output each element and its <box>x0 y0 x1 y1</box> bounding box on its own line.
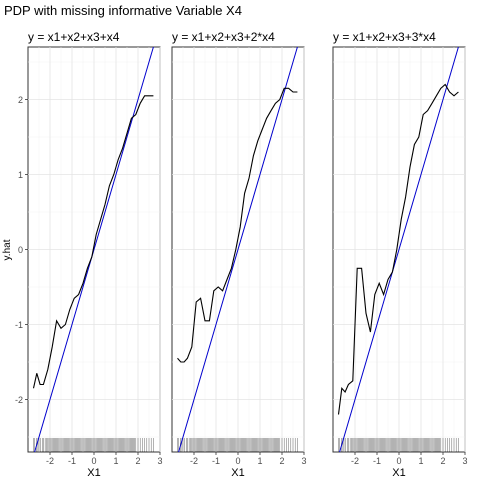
x-axis-label: X1 <box>87 467 100 479</box>
x-tick-label: 0 <box>91 456 96 466</box>
panel-3: y = x1+x2+x3+3*x4 -2 -1 0 1 2 3 X1 <box>311 0 480 480</box>
x-tick-label: -2 <box>46 456 54 466</box>
x-tick-label: 0 <box>396 456 401 466</box>
figure-title: PDP with missing informative Variable X4 <box>4 3 242 18</box>
x-axis-label: X1 <box>392 467 405 479</box>
y-tick-label: 1 <box>18 170 23 180</box>
y-tick-label: 0 <box>18 245 23 255</box>
x-tick-label: -1 <box>212 456 220 466</box>
x-tick-label: 0 <box>235 456 240 466</box>
x-tick-label: 1 <box>113 456 118 466</box>
x-tick-label: -2 <box>351 456 359 466</box>
panel-title: y = x1+x2+x3+3*x4 <box>333 30 436 44</box>
x-tick-label: 3 <box>301 456 306 466</box>
x-tick-label: 2 <box>279 456 284 466</box>
x-tick-label: -1 <box>68 456 76 466</box>
panel-title: y = x1+x2+x3+2*x4 <box>172 30 275 44</box>
panel-title: y = x1+x2+x3+x4 <box>28 30 120 44</box>
panel-2: y = x1+x2+x3+2*x4 -2 -1 0 1 2 3 X1 <box>150 0 326 480</box>
x-tick-label: 1 <box>257 456 262 466</box>
x-tick-label: 3 <box>157 456 162 466</box>
y-tick-label: -2 <box>15 395 23 405</box>
y-axis-label: y.hat <box>2 239 13 260</box>
x-tick-label: 3 <box>462 456 467 466</box>
x-tick-label: -2 <box>190 456 198 466</box>
y-axis-ticks: -2 -1 0 1 2 <box>15 95 28 405</box>
y-tick-label: 2 <box>18 95 23 105</box>
x-tick-label: 2 <box>440 456 445 466</box>
x-tick-label: -1 <box>373 456 381 466</box>
x-tick-label: 2 <box>135 456 140 466</box>
y-tick-label: -1 <box>15 320 23 330</box>
x-axis-label: X1 <box>231 467 244 479</box>
x-tick-label: 1 <box>418 456 423 466</box>
panel-1: y = x1+x2+x3+x4 -2 -1 0 1 2 3 X1 <box>6 0 182 480</box>
